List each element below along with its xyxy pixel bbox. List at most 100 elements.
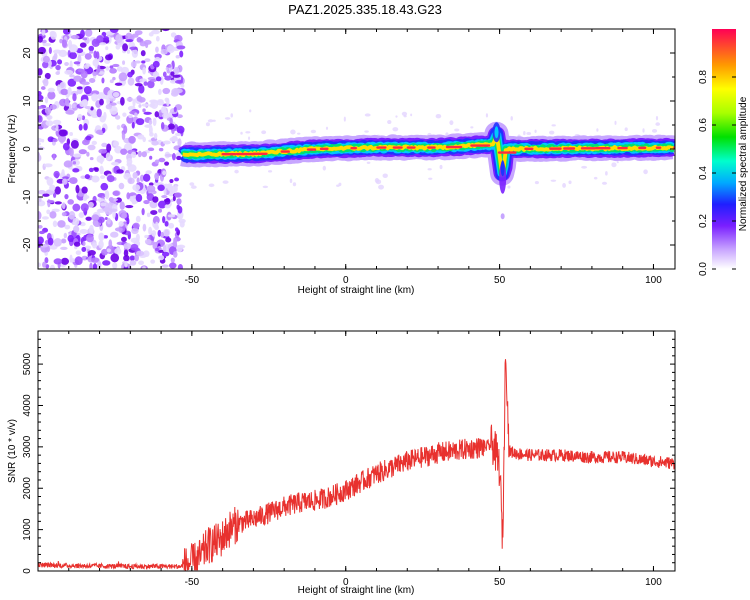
spectrogram-noise-blob: [40, 86, 46, 90]
spectrogram-noise-blob: [134, 82, 143, 87]
snr-ytick-label: 5000: [22, 353, 33, 376]
spectrogram-noise-blob: [245, 131, 251, 134]
spectrogram-noise-blob: [173, 106, 177, 113]
snr-xtick-label: 50: [494, 577, 506, 588]
spectrogram-noise-blob: [160, 231, 165, 238]
spectrogram-noise-blob: [38, 68, 43, 76]
spectrogram-noise-blob: [39, 230, 45, 235]
spectrogram-noise-blob: [551, 124, 556, 127]
spectrogram-noise-blob: [70, 34, 80, 40]
spectrogram-noise-blob: [158, 147, 164, 152]
spectrogram-noise-blob: [222, 180, 229, 184]
spectrogram-noise-blob: [643, 169, 648, 175]
spectrogram-noise-blob: [106, 143, 112, 153]
spectrogram-noise-blob: [89, 224, 94, 234]
colorbar-gradient: [712, 29, 736, 269]
spectrogram-noise-blob: [143, 173, 151, 182]
spectrogram-noise-blob: [616, 161, 619, 164]
spectrogram-noise-blob: [470, 126, 474, 129]
spectrogram-noise-blob: [122, 60, 126, 65]
spectrogram-noise-blob: [72, 168, 80, 173]
colorbar-tick-label: 0.2: [698, 214, 709, 228]
spectrogram-noise-blob: [67, 86, 72, 96]
spectrogram-noise-blob: [289, 178, 293, 184]
spectrogram-noise-blob: [129, 255, 135, 261]
spectrogram-noise-blob: [97, 208, 103, 213]
spectrogram-ytick-label: -20: [22, 237, 33, 252]
spectrogram-noise-blob: [127, 77, 135, 86]
spectrogram-noise-blob: [160, 48, 168, 55]
spectrogram-noise-blob: [46, 209, 51, 215]
spectrogram-noise-blob: [121, 212, 127, 219]
spectrogram-noise-blob: [38, 106, 43, 110]
spectrogram-noise-blob: [57, 220, 66, 228]
spectrogram-noise-blob: [103, 95, 109, 100]
spectrogram-noise-blob: [42, 55, 50, 63]
spectrogram-noise-blob: [38, 35, 43, 43]
spectrogram-noise-blob: [114, 227, 123, 232]
spectrogram-noise-blob: [162, 140, 171, 145]
spectrogram-noise-blob: [110, 253, 120, 263]
spectrogram-noise-blob: [116, 66, 123, 72]
spectrogram-noise-blob: [146, 212, 151, 218]
spectrogram-xtick-label: -50: [185, 275, 200, 286]
spectrogram-noise-blob: [120, 148, 128, 155]
spectrogram-noise-blob: [174, 132, 181, 137]
spectrogram-noise-blob: [164, 153, 174, 158]
spectrogram-noise-blob: [129, 46, 138, 51]
spectrogram-noise-blob: [148, 32, 154, 37]
spectrogram-noise-blob: [510, 116, 513, 121]
spectrogram-noise-blob: [78, 149, 87, 155]
spectrogram-noise-blob: [55, 64, 61, 71]
spectrogram-noise-blob: [169, 262, 177, 269]
spectrogram-noise-blob: [248, 136, 251, 140]
spectrogram-noise-blob: [562, 183, 566, 188]
spectrogram-noise-blob: [135, 233, 140, 242]
spectrogram-noise-blob: [208, 183, 215, 188]
spectrogram-noise-blob: [122, 112, 127, 117]
spectrogram-noise-blob: [92, 71, 98, 76]
spectrogram-noise-blob: [78, 212, 85, 218]
spectrogram-noise-blob: [98, 232, 105, 242]
spectrogram-noise-blob: [189, 182, 195, 186]
spectrogram-noise-blob: [143, 111, 152, 115]
spectrogram-noise-blob: [62, 178, 68, 185]
spectrogram-noise-blob: [454, 128, 460, 132]
spectrogram-noise-blob: [140, 50, 146, 57]
spectrogram-noise-blob: [374, 177, 380, 183]
spectrogram-noise-blob: [76, 86, 84, 90]
spectrogram-noise-blob: [91, 93, 99, 102]
spectrogram-noise-blob: [96, 108, 102, 118]
spectrogram-noise-blob: [170, 257, 175, 263]
spectrogram-noise-blob: [105, 66, 110, 71]
spectrogram-noise-blob: [164, 197, 171, 205]
spectrogram-noise-blob: [155, 76, 162, 82]
spectrogram-noise-blob: [94, 167, 99, 172]
spectrogram-noise-blob: [154, 159, 160, 165]
spectrogram-noise-blob: [38, 211, 42, 220]
spectrogram-noise-blob: [145, 170, 152, 175]
snr-ytick-label: 2000: [22, 477, 33, 500]
spectrogram-noise-blob: [123, 266, 129, 269]
spectrogram-noise-blob: [142, 67, 146, 75]
spectrogram-noise-blob: [38, 94, 44, 101]
spectrogram-noise-blob: [262, 185, 269, 189]
spectrogram-noise-blob: [173, 67, 180, 75]
spectrogram-noise-blob: [154, 221, 159, 229]
spectrogram-noise-blob: [234, 169, 239, 174]
spectrogram-noise-blob: [131, 121, 135, 129]
spectrogram-noise-blob: [38, 224, 43, 229]
spectrogram-noise-blob: [158, 208, 162, 213]
spectrogram-noise-blob: [38, 110, 41, 116]
spectrogram-noise-blob: [366, 161, 371, 164]
spectrogram-noise-blob: [134, 112, 138, 117]
spectrogram-noise-blob: [114, 82, 123, 86]
spectrogram-noise-blob: [41, 216, 49, 220]
spectrogram-noise-blob: [624, 127, 628, 132]
spectrogram-noise-blob: [167, 123, 175, 130]
spectrogram-ytick-label: 0: [22, 146, 33, 152]
spectrogram-xtick-label: 0: [343, 275, 349, 286]
spectrogram-noise-blob: [84, 174, 90, 180]
spectrogram-noise-blob: [507, 185, 511, 189]
spectrogram-noise-blob: [135, 215, 141, 223]
